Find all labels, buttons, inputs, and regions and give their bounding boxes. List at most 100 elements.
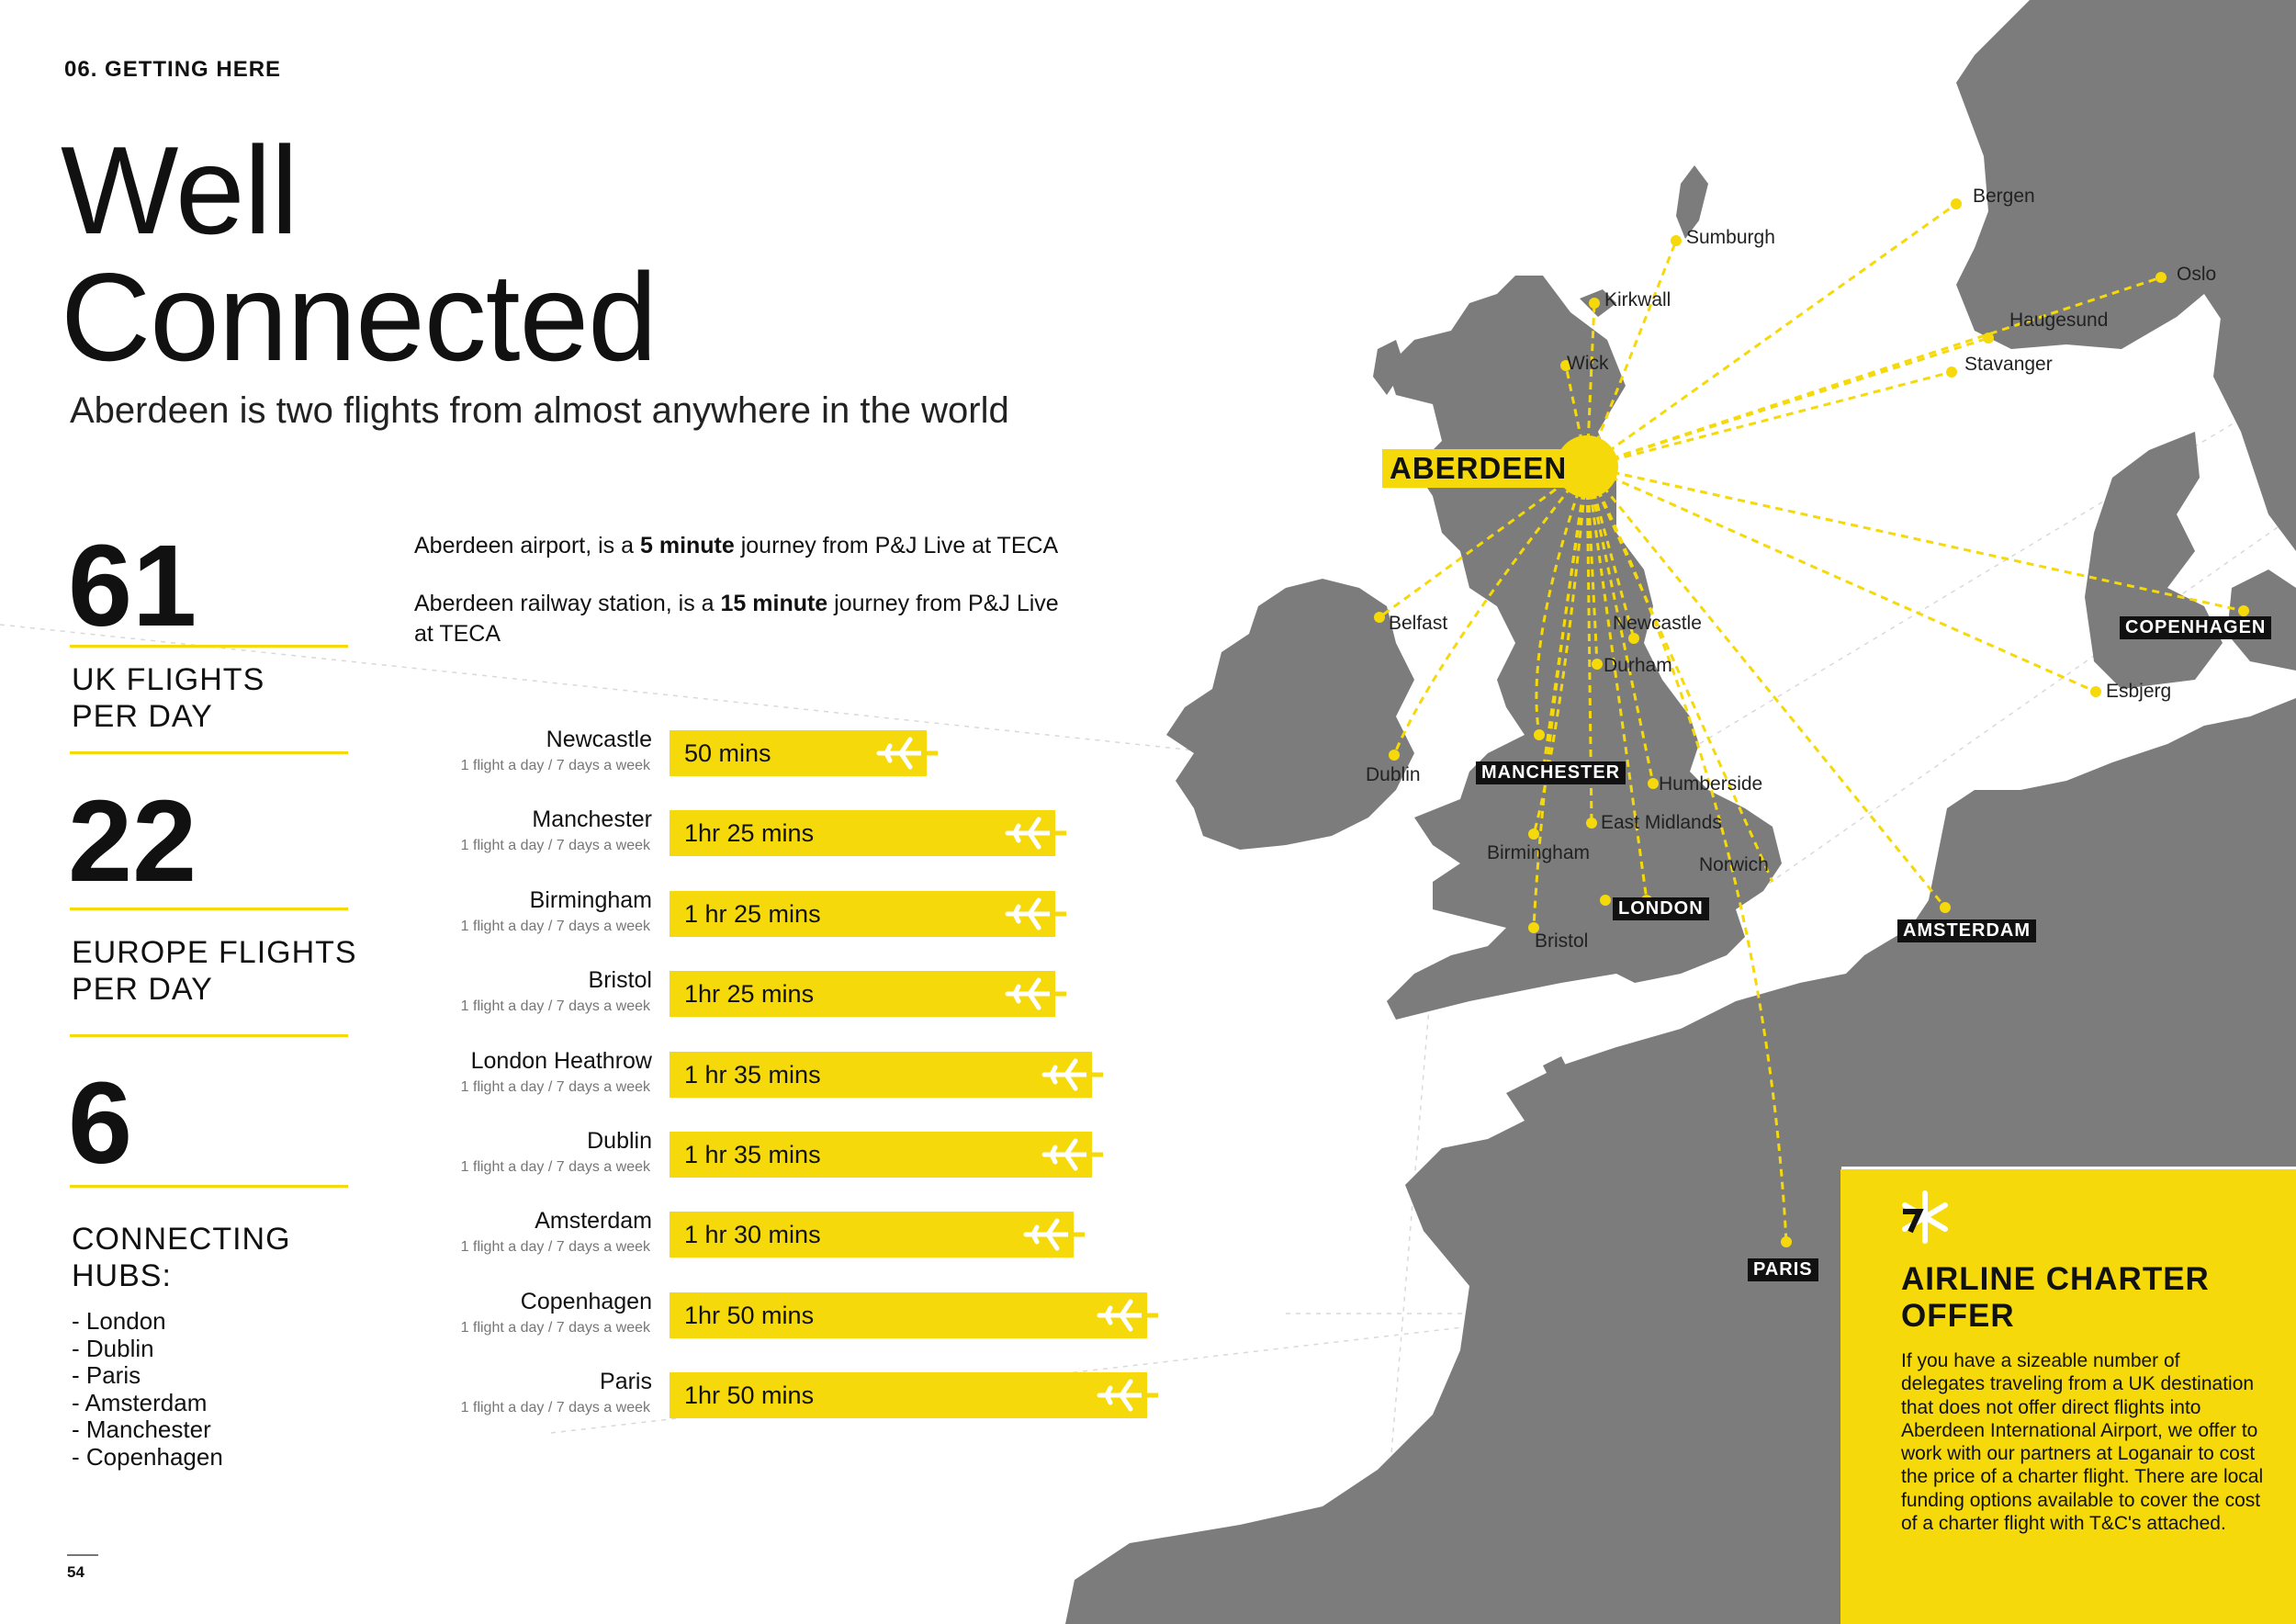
- airport-journey-note: Aberdeen airport, is a 5 minute journey …: [414, 531, 1094, 561]
- route-haugesund: [1586, 336, 1989, 468]
- charter-offer-body: If you have a sizeable number of delegat…: [1901, 1350, 2264, 1535]
- route-sumburgh: [1585, 240, 1678, 468]
- stat-hubs-label: CONNECTING HUBS:: [72, 1221, 291, 1294]
- flight-duration-text: 1 hr 35 mins: [684, 1060, 821, 1088]
- hub-list-item: - Paris: [72, 1361, 141, 1389]
- route-esbjerg: [1586, 465, 2097, 694]
- flight-duration-text: 1 hr 30 mins: [684, 1221, 821, 1249]
- journey-text: Aberdeen railway station, is a: [414, 591, 721, 616]
- map-label-stavanger: Stavanger: [1964, 354, 2053, 375]
- map-label-birmingham: Birmingham: [1487, 842, 1591, 863]
- plane-icon: [1002, 971, 1068, 1017]
- stat-divider: [70, 1185, 348, 1188]
- flight-duration-text: 1 hr 35 mins: [684, 1141, 821, 1168]
- route-bergen: [1586, 202, 1957, 468]
- hub-list: - London - Dublin - Paris - Amsterdam - …: [72, 1307, 223, 1471]
- map-label-bristol: Bristol: [1535, 930, 1589, 952]
- flight-city-label: Dublin: [587, 1128, 652, 1154]
- map-label-dublin: Dublin: [1366, 764, 1421, 785]
- map-label-newcastle: Newcastle: [1613, 613, 1702, 634]
- hub-list-item: - Manchester: [72, 1415, 211, 1443]
- route-bristol-2: [1535, 466, 1589, 736]
- flight-city-label: Birmingham: [529, 886, 652, 913]
- stat-label-line: UK FLIGHTS: [72, 662, 265, 697]
- ireland-land: [1166, 579, 1414, 850]
- route-birmingham: [1532, 466, 1589, 835]
- flight-frequency-label: 1 flight a day / 7 days a week: [460, 998, 650, 1015]
- plane-icon: [873, 730, 940, 776]
- rail-journey-note: Aberdeen railway station, is a 15 minute…: [414, 589, 1075, 649]
- flight-frequency-label: 1 flight a day / 7 days a week: [460, 1319, 650, 1336]
- stat-label-line: PER DAY: [72, 972, 213, 1007]
- flight-duration-text: 1hr 25 mins: [684, 819, 815, 848]
- hub-list-item: - Copenhagen: [72, 1442, 223, 1471]
- plane-icon: [1020, 1212, 1086, 1257]
- flight-duration-bar: 1 hr 35 mins: [670, 1051, 1103, 1098]
- stat-divider: [70, 751, 348, 754]
- map-label-sumburgh: Sumburgh: [1686, 227, 1775, 248]
- flight-frequency-label: 1 flight a day / 7 days a week: [460, 758, 650, 773]
- page-title: Well Connected: [61, 120, 658, 380]
- sweden-land: [2213, 276, 2296, 551]
- flight-duration-bar: 1 hr 25 mins: [670, 890, 1066, 937]
- norway-land: [1956, 0, 2296, 432]
- flight-frequency-label: 1 flight a day / 7 days a week: [460, 1078, 650, 1095]
- route-norwich: [1585, 466, 1774, 883]
- map-label-esbjerg: Esbjerg: [2106, 681, 2172, 702]
- stat-hubs-number: 6: [68, 1058, 133, 1188]
- journey-text: Aberdeen airport, is a: [414, 533, 640, 558]
- route-dublin: [1392, 466, 1589, 756]
- stat-uk-flights-number: 61: [68, 521, 197, 650]
- great-britain-land: [1387, 276, 1782, 1020]
- map-label-wick: Wick: [1567, 353, 1609, 374]
- stat-label-line: HUBS:: [72, 1258, 172, 1293]
- flight-duration-text: 1hr 25 mins: [684, 980, 815, 1009]
- stat-uk-flights-label: UK FLIGHTS PER DAY: [72, 661, 264, 735]
- map-label-humberside: Humberside: [1659, 773, 1763, 795]
- route-humberside: [1585, 466, 1655, 784]
- map-label-east-midlands: East Midlands: [1601, 812, 1722, 833]
- hub-tag-manchester: MANCHESTER: [1476, 761, 1626, 784]
- flight-duration-bar: 1hr 50 mins: [670, 1291, 1158, 1338]
- hub-tag-paris: PARIS: [1748, 1258, 1818, 1281]
- plane-icon: [1002, 810, 1068, 856]
- stat-europe-flights-number: 22: [68, 776, 197, 906]
- flight-frequency-label: 1 flight a day / 7 days a week: [460, 1239, 650, 1256]
- charter-offer-panel: AIRLINE CHARTER OFFER If you have a size…: [1840, 1169, 2296, 1624]
- page-number: 54: [67, 1563, 84, 1581]
- stat-divider: [70, 908, 348, 910]
- flight-frequency-label: 1 flight a day / 7 days a week: [460, 1159, 650, 1175]
- hub-list-item: - London: [72, 1307, 166, 1335]
- title-line-1: Well: [61, 120, 298, 260]
- flight-duration-bar: 1 hr 35 mins: [670, 1132, 1103, 1178]
- channel-island-land: [1543, 1056, 1570, 1084]
- map-label-kirkwall: Kirkwall: [1604, 289, 1671, 310]
- stat-label-line: CONNECTING: [72, 1222, 291, 1257]
- route-oslo: [1586, 276, 2162, 468]
- map-label-durham: Durham: [1604, 655, 1672, 676]
- page-number-rule: [67, 1554, 98, 1556]
- stat-label-line: PER DAY: [72, 699, 213, 734]
- section-label: 06. GETTING HERE: [64, 57, 282, 82]
- hub-tag-london: LONDON: [1613, 897, 1709, 920]
- stat-divider: [70, 645, 348, 648]
- flight-duration-bar: 50 mins: [670, 730, 938, 776]
- route-paris: [1585, 466, 1788, 1243]
- flight-city-label: London Heathrow: [470, 1047, 652, 1074]
- map-label-haugesund: Haugesund: [2009, 310, 2109, 331]
- flight-duration-bar: 1hr 50 mins: [670, 1372, 1158, 1419]
- stat-label-line: EUROPE FLIGHTS: [72, 935, 357, 970]
- journey-time: 15 minute: [720, 591, 828, 616]
- plane-icon: [1039, 1132, 1105, 1178]
- hebrides-land: [1373, 340, 1405, 395]
- plane-icon: [1094, 1372, 1160, 1418]
- shetland-land: [1676, 165, 1708, 239]
- denmark-land: [2085, 432, 2223, 689]
- flight-city-label: Bristol: [588, 967, 652, 994]
- stat-europe-flights-label: EUROPE FLIGHTS PER DAY: [72, 934, 357, 1008]
- hub-list-item: - Dublin: [72, 1334, 154, 1362]
- route-copenhagen: [1586, 465, 2245, 613]
- stat-divider: [70, 1034, 348, 1037]
- map-label-belfast: Belfast: [1389, 613, 1448, 634]
- page-subtitle: Aberdeen is two flights from almost anyw…: [70, 390, 1009, 431]
